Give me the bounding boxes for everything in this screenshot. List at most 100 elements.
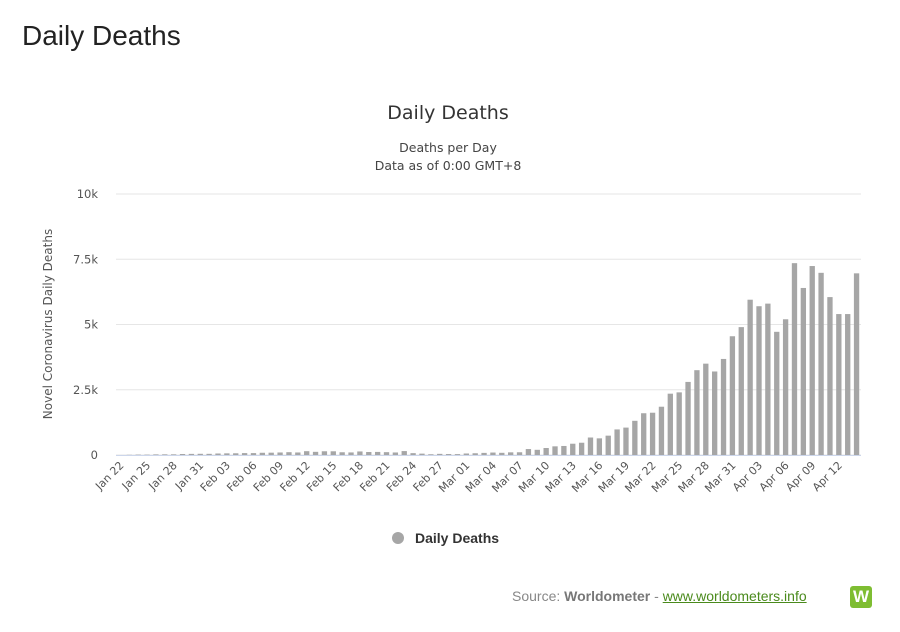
bar[interactable] xyxy=(401,451,407,455)
source-link[interactable]: www.worldometers.info xyxy=(662,588,807,604)
bar[interactable] xyxy=(233,453,239,455)
bar[interactable] xyxy=(720,358,727,455)
bar[interactable] xyxy=(445,454,452,455)
bar[interactable] xyxy=(623,427,629,455)
x-tick-label: Jan 25 xyxy=(119,459,153,493)
bar[interactable] xyxy=(321,451,328,455)
bar[interactable] xyxy=(676,392,682,455)
bar[interactable] xyxy=(463,453,469,455)
y-tick-label: 5k xyxy=(84,318,98,332)
x-tick-label: Apr 12 xyxy=(810,459,845,494)
bar[interactable] xyxy=(392,452,399,455)
bar[interactable] xyxy=(277,452,283,455)
x-tick-label: Jan 22 xyxy=(92,459,126,493)
page-title: Daily Deaths xyxy=(22,20,181,51)
bar[interactable] xyxy=(712,371,718,455)
bar[interactable] xyxy=(357,451,363,455)
bar[interactable] xyxy=(508,452,514,455)
bar[interactable] xyxy=(215,453,221,455)
bar[interactable] xyxy=(800,287,807,455)
bar[interactable] xyxy=(490,452,496,455)
bar[interactable] xyxy=(818,272,824,455)
bar[interactable] xyxy=(845,314,851,455)
y-tick-label: 0 xyxy=(91,448,98,462)
bar[interactable] xyxy=(658,406,665,455)
bar[interactable] xyxy=(543,448,549,455)
y-tick-label: 7.5k xyxy=(73,252,98,266)
bar[interactable] xyxy=(756,306,762,455)
bar[interactable] xyxy=(153,454,159,455)
worldometer-logo-icon[interactable]: W xyxy=(850,586,872,608)
bar[interactable] xyxy=(836,314,842,455)
bar[interactable] xyxy=(587,437,594,455)
bar[interactable] xyxy=(170,454,177,455)
bar[interactable] xyxy=(534,449,540,455)
chart-subtitle-line-2: Data as of 0:00 GMT+8 xyxy=(375,158,522,173)
source-credit: Source: Worldometer - www.worldometers.i… xyxy=(512,588,807,604)
bar[interactable] xyxy=(366,452,372,455)
bar[interactable] xyxy=(703,363,709,455)
bar[interactable] xyxy=(330,451,336,455)
bar[interactable] xyxy=(649,412,656,455)
bar[interactable] xyxy=(339,452,345,455)
bar[interactable] xyxy=(374,451,381,455)
bar[interactable] xyxy=(410,453,416,455)
bar[interactable] xyxy=(729,336,736,455)
bar[interactable] xyxy=(188,453,195,455)
bar[interactable] xyxy=(259,452,265,455)
bar[interactable] xyxy=(304,451,310,455)
bar[interactable] xyxy=(454,454,461,455)
bar[interactable] xyxy=(809,266,815,455)
bar[interactable] xyxy=(765,303,771,455)
bar[interactable] xyxy=(428,454,434,455)
bar[interactable] xyxy=(614,429,620,455)
bar[interactable] xyxy=(206,453,212,455)
bar[interactable] xyxy=(853,273,860,455)
legend[interactable]: Daily Deaths xyxy=(392,530,499,546)
bar[interactable] xyxy=(516,452,523,455)
chart-subtitle-line-1: Deaths per Day xyxy=(399,140,497,155)
bar[interactable] xyxy=(197,453,203,455)
bar[interactable] xyxy=(827,297,833,455)
source-label: Source: xyxy=(512,588,561,604)
bar[interactable] xyxy=(162,454,168,455)
bar[interactable] xyxy=(632,420,638,455)
bar[interactable] xyxy=(747,299,753,455)
bar[interactable] xyxy=(685,381,691,455)
bar[interactable] xyxy=(552,446,558,455)
bar[interactable] xyxy=(419,453,425,455)
bar[interactable] xyxy=(738,327,744,455)
x-tick-label: Jan 28 xyxy=(146,459,180,493)
bar[interactable] xyxy=(224,453,230,455)
bar[interactable] xyxy=(348,452,354,455)
bar[interactable] xyxy=(383,452,390,455)
bar[interactable] xyxy=(782,319,789,455)
bar[interactable] xyxy=(561,445,567,455)
bar[interactable] xyxy=(605,435,611,455)
bar[interactable] xyxy=(179,454,186,455)
bar[interactable] xyxy=(667,393,673,455)
bar[interactable] xyxy=(641,413,647,455)
bar[interactable] xyxy=(694,370,700,455)
bar[interactable] xyxy=(570,443,576,455)
bar[interactable] xyxy=(250,453,257,455)
y-tick-label: 10k xyxy=(77,187,99,201)
bar[interactable] xyxy=(596,438,603,455)
bar[interactable] xyxy=(268,452,274,455)
bar[interactable] xyxy=(774,331,780,455)
bar[interactable] xyxy=(578,442,585,455)
bar[interactable] xyxy=(791,263,798,455)
bar[interactable] xyxy=(472,453,478,455)
bar[interactable] xyxy=(312,451,319,455)
bar[interactable] xyxy=(481,452,487,455)
gridlines xyxy=(116,193,861,456)
legend-item-daily-deaths[interactable]: Daily Deaths xyxy=(415,530,499,546)
bar[interactable] xyxy=(286,452,292,455)
bar[interactable] xyxy=(499,452,505,455)
bar[interactable] xyxy=(525,449,532,455)
bar[interactable] xyxy=(241,453,248,455)
bar[interactable] xyxy=(437,453,443,455)
bar[interactable] xyxy=(295,452,301,455)
